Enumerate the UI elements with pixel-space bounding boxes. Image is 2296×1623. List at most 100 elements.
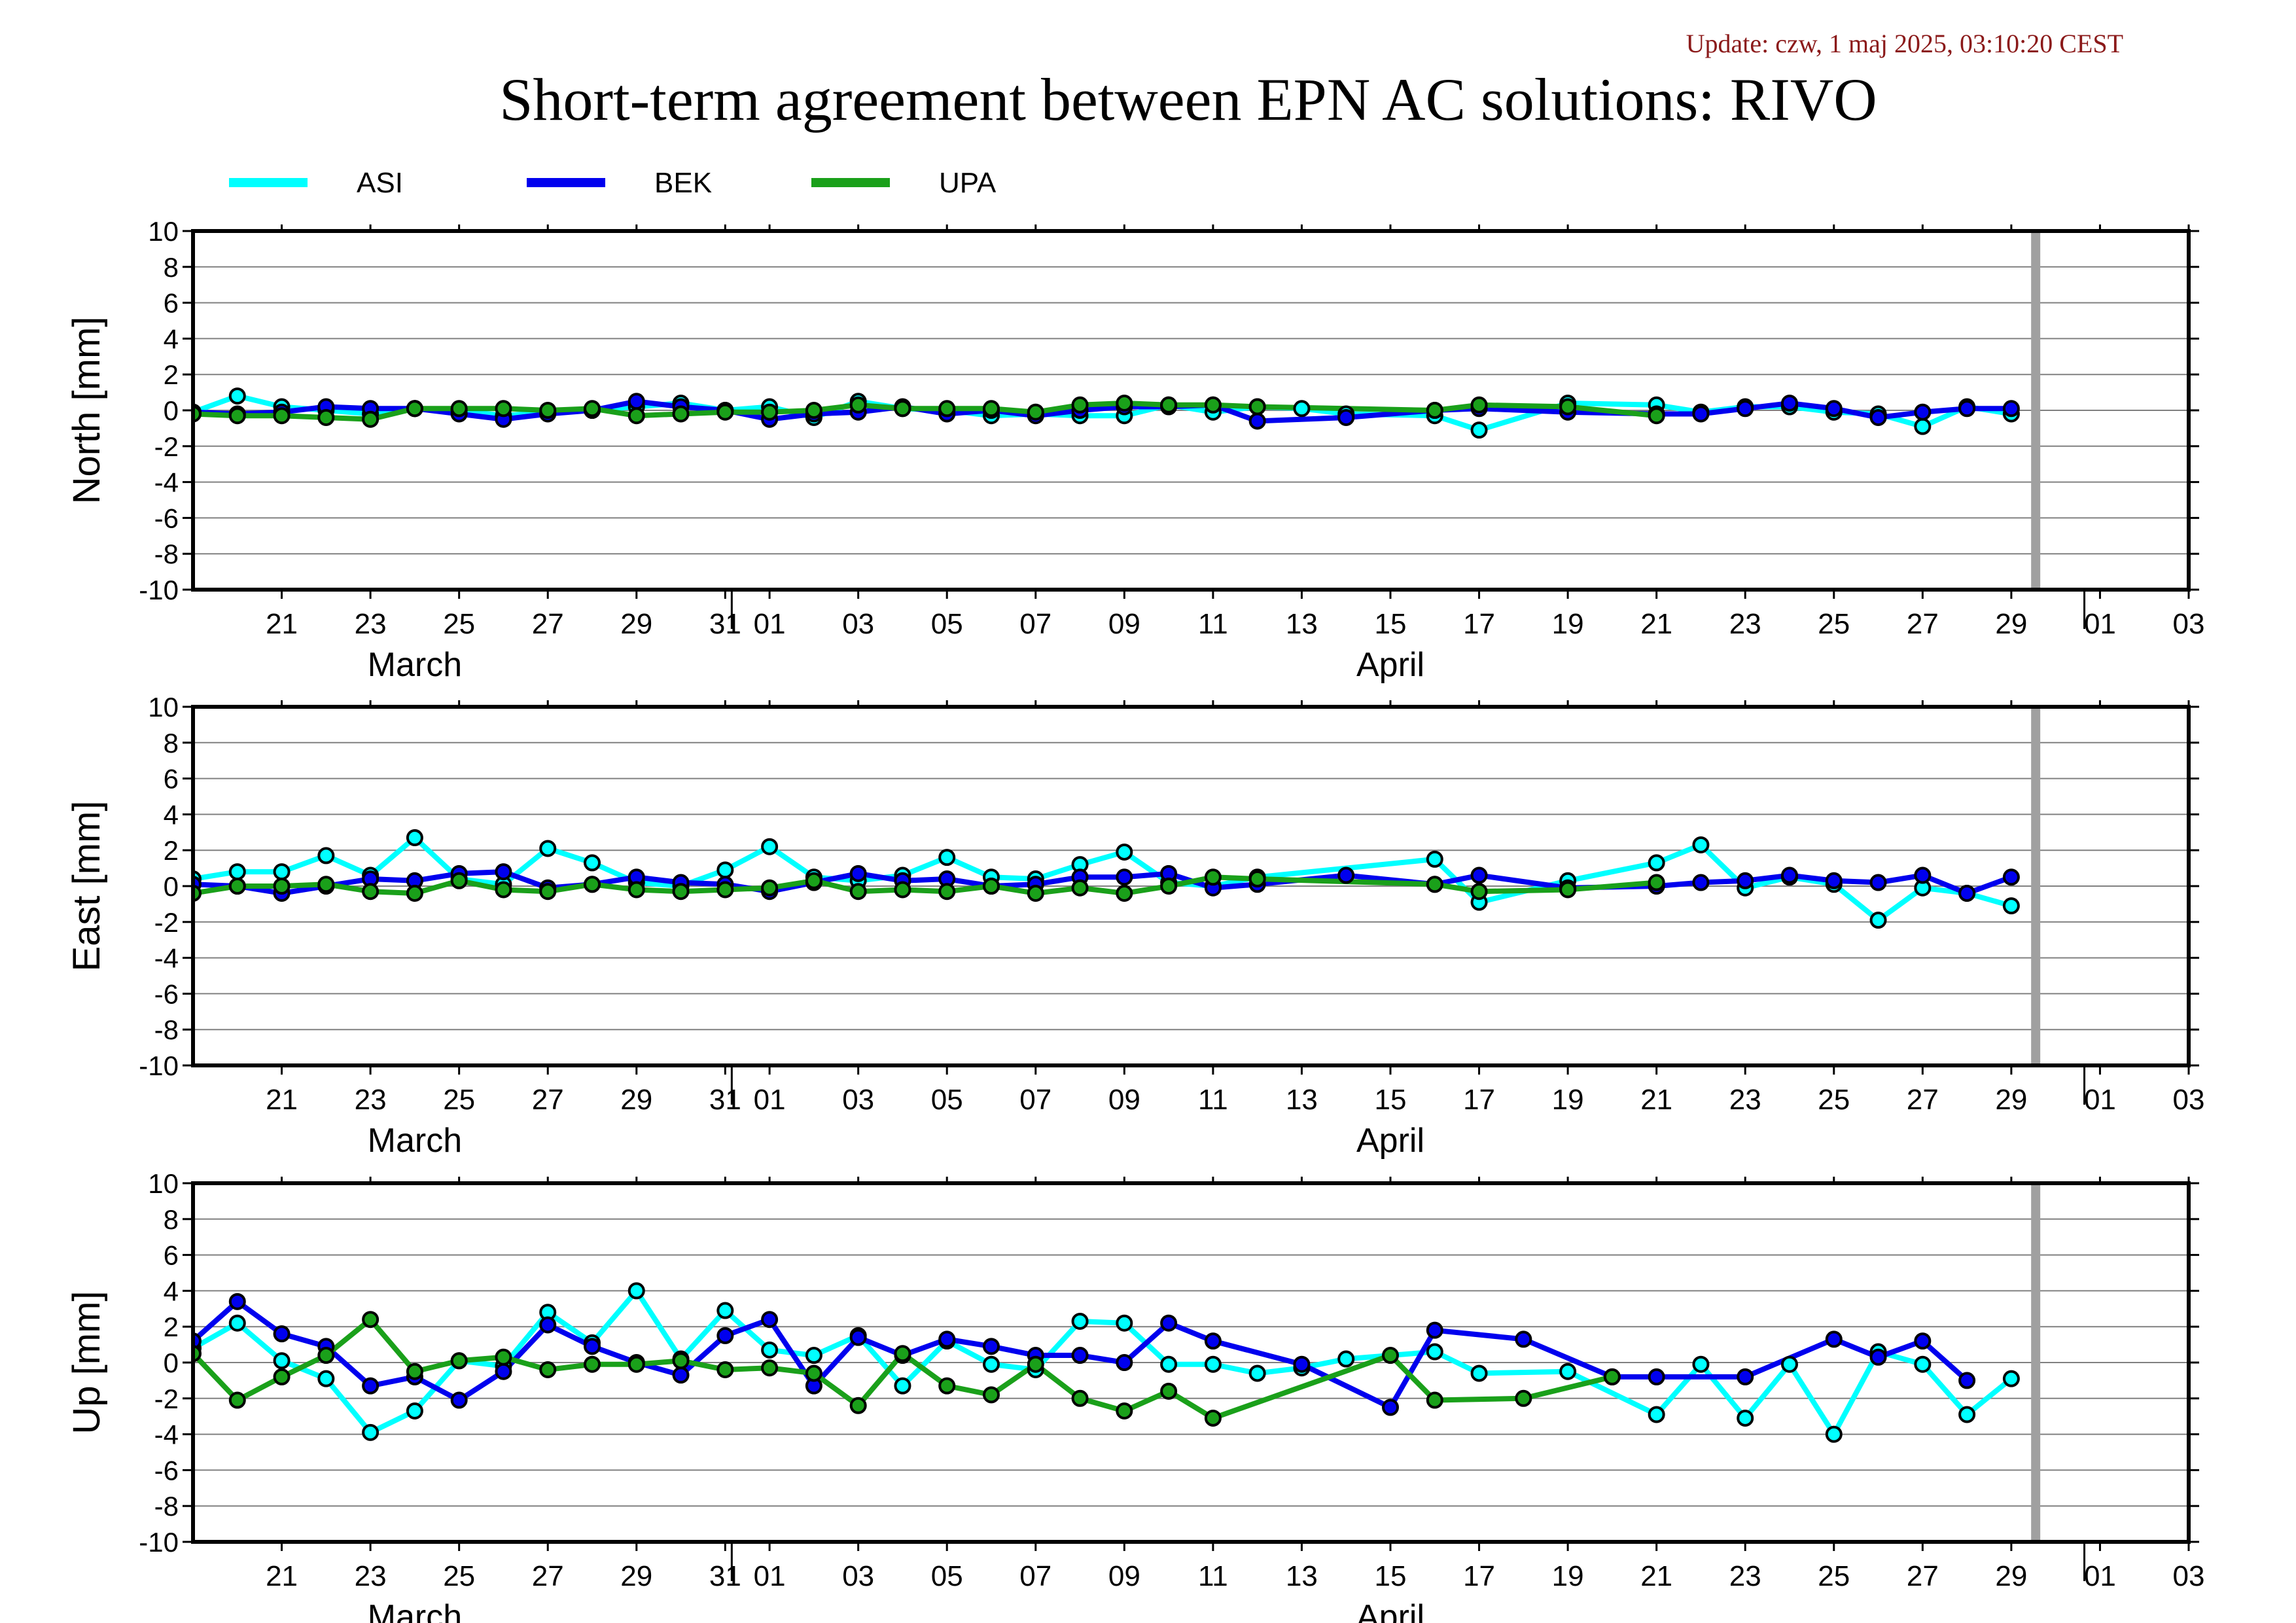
y-tick-label: 2 (164, 1311, 179, 1342)
y-tick-label: -2 (154, 1383, 179, 1414)
point-bek (1737, 872, 1754, 889)
y-tick-label: -2 (154, 431, 179, 462)
panels: 10 8 6 4 2 0 -2 -4 -6 -8 -10 North [mm] 21 23 25 27 29 31… (65, 216, 2204, 1623)
point-bek (716, 1327, 734, 1344)
point-upa (1160, 878, 1178, 895)
vertical-marker (2031, 1183, 2041, 1542)
y-tick-label: -10 (139, 1527, 179, 1558)
point-bek (1515, 1330, 1532, 1348)
x-tick-label: 03 (2173, 1084, 2205, 1116)
x-tick-label: 13 (1286, 608, 1318, 640)
month-label: April (1356, 1122, 1424, 1160)
x-tick-label: 11 (1198, 608, 1228, 640)
point-asi (1426, 1343, 1443, 1361)
point-upa (1648, 874, 1665, 891)
series-group (193, 387, 2020, 439)
x-tick-label: 27 (532, 1084, 564, 1116)
y-tick-label: 6 (164, 288, 179, 319)
month-label: April (1356, 646, 1424, 684)
x-tick-label: 23 (1729, 608, 1761, 640)
point-bek (1692, 405, 1710, 423)
point-upa (1204, 396, 1222, 414)
x-tick-label: 29 (1995, 1084, 2027, 1116)
x-tick-label: 27 (1907, 608, 1939, 640)
point-upa (450, 1352, 468, 1370)
x-tick-label: 21 (1640, 1084, 1672, 1116)
point-upa (1071, 1389, 1089, 1407)
month-label: March (368, 1122, 462, 1160)
point-upa (1648, 407, 1665, 425)
point-asi (317, 847, 335, 865)
x-tick-label: 25 (1818, 608, 1850, 640)
point-bek (672, 1366, 690, 1384)
x-tick-label: 23 (355, 608, 387, 640)
point-bek (1116, 1354, 1133, 1371)
x-tick-label: 01 (754, 1560, 786, 1592)
x-tick-label: 21 (266, 1560, 298, 1592)
x-tick-label: 23 (1729, 1084, 1761, 1116)
point-asi (1781, 1355, 1798, 1373)
x-tick-label: 29 (1995, 608, 2027, 640)
series-group (193, 829, 2020, 929)
point-asi (1116, 1314, 1133, 1332)
point-bek (584, 1338, 601, 1355)
point-upa (1559, 398, 1577, 416)
point-asi (716, 861, 734, 879)
y-axis-label: Up [mm] (65, 1291, 108, 1434)
y-tick-label: 10 (148, 692, 179, 722)
panel-1: 10 8 6 4 2 0 -2 -4 -6 -8 -10 East [mm] 21 23 25 27 29 31 0… (65, 692, 2204, 1160)
point-upa (938, 883, 956, 901)
point-upa (273, 407, 291, 425)
point-upa (495, 400, 512, 418)
point-bek (495, 1363, 512, 1380)
point-upa (672, 405, 690, 423)
series-line-upa (193, 1317, 1615, 1421)
plot-frame (191, 705, 2191, 1067)
x-tick-label: 13 (1286, 1084, 1318, 1116)
point-upa (495, 1348, 512, 1366)
point-upa (1515, 1389, 1532, 1407)
point-upa (627, 881, 645, 899)
y-tick-label: -2 (154, 907, 179, 938)
point-bek (2002, 400, 2020, 418)
point-bek (1869, 408, 1887, 426)
y-tick-label: 10 (148, 216, 179, 247)
point-asi (1648, 1406, 1665, 1423)
point-upa (894, 1345, 911, 1363)
point-upa (1248, 870, 1266, 888)
x-tick-label: 25 (1818, 1084, 1850, 1116)
point-upa (716, 881, 734, 899)
x-tick-label: 09 (1108, 608, 1140, 640)
point-asi (406, 1402, 423, 1419)
point-upa (539, 883, 557, 901)
y-tick-label: 0 (164, 395, 179, 426)
point-bek (1648, 1368, 1665, 1385)
x-tick-label: 19 (1552, 1560, 1584, 1592)
point-asi (1692, 836, 1710, 853)
x-tick-label: 03 (2173, 608, 2205, 640)
point-asi (1248, 1364, 1266, 1382)
point-upa (894, 881, 911, 899)
point-upa (1248, 398, 1266, 416)
point-bek (1737, 1368, 1754, 1385)
chart-title: Short-term agreement between EPN AC solu… (499, 66, 1877, 133)
x-tick-label: 17 (1463, 608, 1495, 640)
y-tick-label: -4 (154, 943, 179, 974)
point-asi (1914, 418, 1932, 435)
x-tick-label: 01 (2084, 608, 2116, 640)
point-bek (1914, 866, 1932, 884)
point-bek (627, 393, 645, 410)
x-tick-label: 23 (1729, 1560, 1761, 1592)
point-upa (983, 400, 1000, 418)
point-upa (1116, 884, 1133, 902)
point-upa (761, 403, 779, 421)
point-asi (983, 1355, 1000, 1373)
x-tick-label: 21 (1640, 608, 1672, 640)
x-tick-label: 07 (1019, 608, 1051, 640)
point-asi (273, 863, 291, 881)
point-upa (317, 408, 335, 426)
y-tick-label: 6 (164, 764, 179, 794)
point-asi (1914, 1355, 1932, 1373)
point-bek (495, 863, 512, 881)
vertical-marker (2031, 707, 2041, 1065)
